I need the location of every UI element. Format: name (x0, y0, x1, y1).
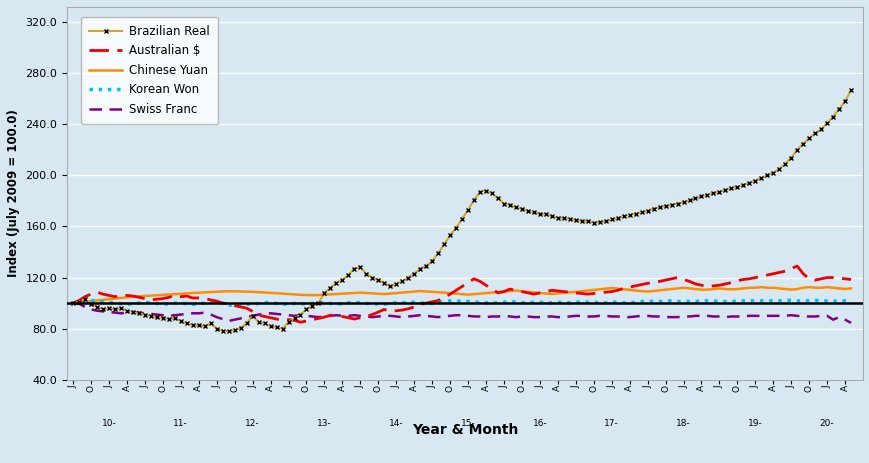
Chinese Yuan (672, 286, 682, 291)
Text: 13-: 13- (316, 419, 331, 427)
Korean Won (68, 300, 78, 306)
Text: 16-: 16- (532, 419, 547, 427)
Brazilian Real (223, 328, 234, 334)
Chinese Yuan (755, 284, 766, 290)
Line: Swiss Franc: Swiss Franc (73, 303, 850, 323)
Brazilian Real (845, 87, 855, 93)
Chinese Yuan (845, 286, 855, 291)
Korean Won (845, 298, 855, 304)
Australian $ (295, 319, 305, 325)
Swiss Franc (205, 312, 216, 317)
Line: Korean Won: Korean Won (73, 300, 850, 306)
Korean Won (666, 298, 676, 304)
Chinese Yuan (68, 300, 78, 306)
Australian $ (845, 277, 855, 282)
Chinese Yuan (641, 289, 652, 294)
Australian $ (379, 307, 389, 312)
Korean Won (319, 300, 329, 306)
Chinese Yuan (205, 289, 216, 295)
Australian $ (791, 263, 801, 269)
Brazilian Real (678, 200, 688, 205)
Australian $ (140, 296, 150, 301)
Line: Brazilian Real: Brazilian Real (70, 88, 852, 333)
Swiss Franc (672, 314, 682, 320)
Text: 14-: 14- (388, 419, 403, 427)
Chinese Yuan (552, 291, 562, 296)
Swiss Franc (68, 300, 78, 306)
Legend: Brazilian Real, Australian $, Chinese Yuan, Korean Won, Swiss Franc: Brazilian Real, Australian $, Chinese Yu… (81, 17, 218, 124)
Brazilian Real (97, 307, 108, 312)
Australian $ (468, 276, 479, 282)
Text: 10-: 10- (102, 419, 116, 427)
Text: 15-: 15- (461, 419, 474, 427)
Australian $ (361, 314, 371, 319)
Australian $ (68, 300, 78, 306)
Brazilian Real (558, 215, 568, 221)
Text: 20-: 20- (819, 419, 833, 427)
Brazilian Real (205, 321, 216, 326)
Korean Won (779, 298, 790, 303)
Text: 18-: 18- (675, 419, 690, 427)
Korean Won (229, 303, 240, 309)
Text: 11-: 11- (173, 419, 188, 427)
Line: Chinese Yuan: Chinese Yuan (73, 287, 850, 303)
Swiss Franc (552, 314, 562, 320)
Chinese Yuan (510, 288, 521, 294)
Brazilian Real (68, 300, 78, 306)
Swiss Franc (97, 309, 108, 314)
Korean Won (468, 300, 479, 305)
Y-axis label: Index (July 2009 = 100.0): Index (July 2009 = 100.0) (7, 109, 20, 277)
Swiss Franc (641, 313, 652, 319)
Swiss Franc (845, 320, 855, 325)
Korean Won (379, 301, 389, 307)
Text: 19-: 19- (747, 419, 762, 427)
Text: 17-: 17- (604, 419, 619, 427)
X-axis label: Year & Month: Year & Month (411, 423, 518, 437)
Line: Australian $: Australian $ (73, 266, 850, 322)
Korean Won (140, 300, 150, 305)
Australian $ (666, 276, 676, 282)
Text: 12-: 12- (245, 419, 260, 427)
Swiss Franc (510, 314, 521, 320)
Chinese Yuan (97, 297, 108, 303)
Australian $ (319, 314, 329, 320)
Brazilian Real (647, 206, 658, 212)
Brazilian Real (516, 206, 527, 212)
Korean Won (361, 300, 371, 306)
